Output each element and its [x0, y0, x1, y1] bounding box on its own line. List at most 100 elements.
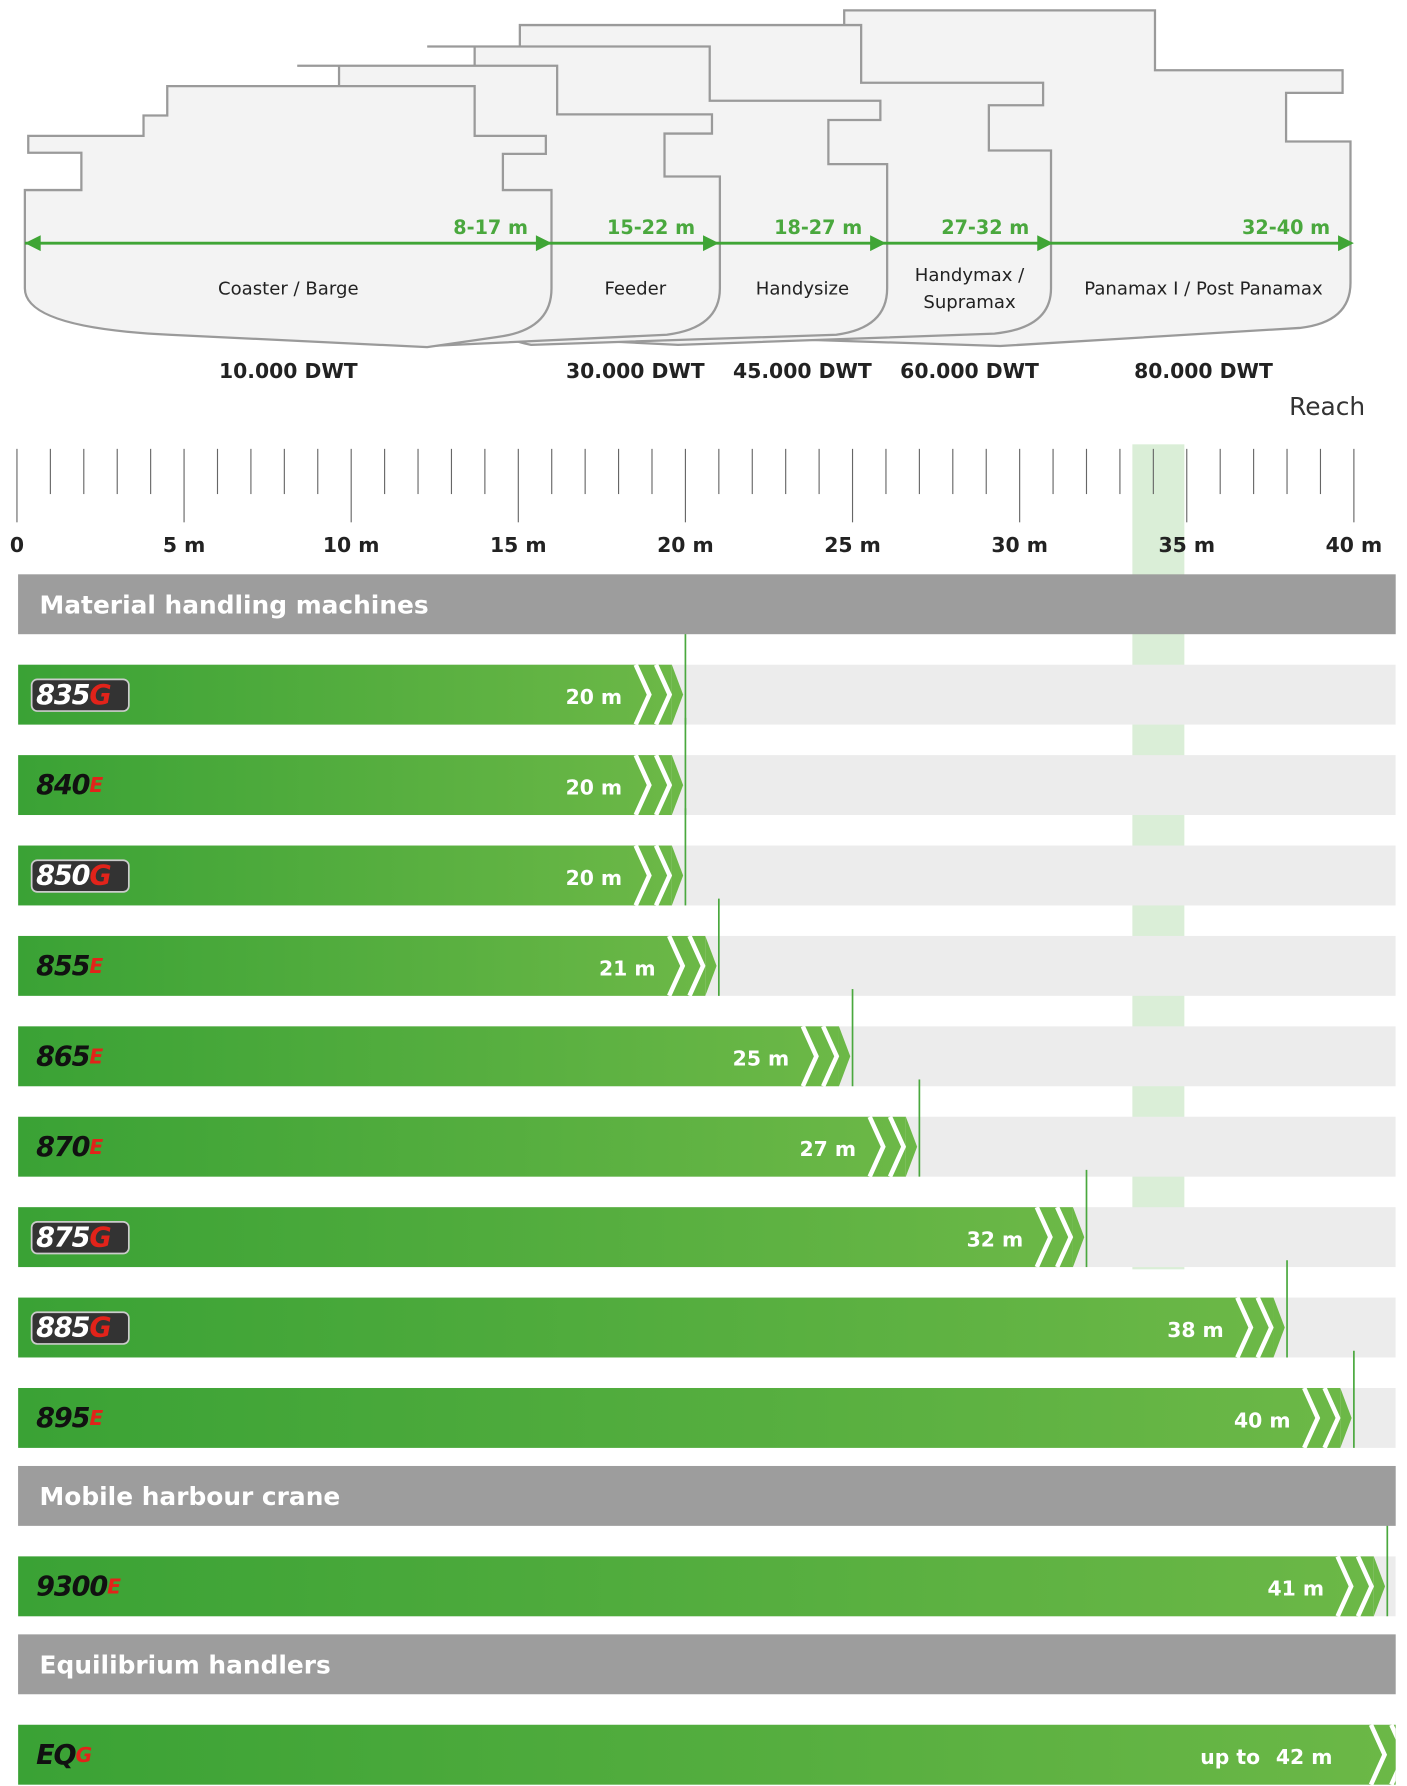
model-suffix: G	[75, 1743, 91, 1767]
bar	[18, 1207, 1073, 1268]
x-tick-label: 40 m	[1326, 533, 1383, 557]
machine-model: 9300E	[36, 1571, 121, 1602]
value-label: 20 m	[566, 685, 623, 709]
bar-tip	[671, 755, 684, 816]
chevron	[1302, 1387, 1321, 1449]
x-tick-label: 10 m	[323, 533, 380, 557]
ship-dwt: 80.000 DWT	[1134, 359, 1273, 383]
bar-tip	[1072, 1207, 1085, 1268]
bar	[18, 935, 706, 996]
model-number: 850	[36, 860, 89, 891]
bar-tip	[1373, 1556, 1386, 1617]
arrow-head	[24, 235, 41, 252]
arrow-head	[1037, 235, 1054, 252]
model-suffix: E	[89, 1044, 103, 1068]
bar	[18, 1026, 839, 1087]
x-tick-label: 25 m	[824, 533, 881, 557]
value-label: 38 m	[1167, 1318, 1224, 1342]
chevron	[1335, 1555, 1354, 1618]
chevron	[633, 754, 652, 816]
machine-model: 865E	[36, 1041, 103, 1072]
machine-model: 850G	[36, 860, 111, 891]
reach-range-label: 15-22 m	[607, 216, 695, 239]
model-number: 840	[36, 770, 89, 801]
bar-tip	[838, 1026, 851, 1087]
bar	[18, 1556, 1374, 1617]
bar	[18, 755, 672, 816]
x-tick-label: 5 m	[163, 533, 205, 557]
model-suffix: G	[89, 860, 111, 891]
bar-tip	[1273, 1297, 1285, 1358]
arrow-head	[535, 235, 552, 252]
arrow-head	[1338, 235, 1354, 252]
value-label: 40 m	[1234, 1408, 1291, 1432]
group-title: Material handling machines	[40, 591, 429, 620]
model-suffix: G	[89, 1222, 111, 1253]
machine-model: 885G	[36, 1312, 111, 1343]
ship-outline	[23, 84, 553, 349]
model-number: 885	[36, 1312, 89, 1343]
chevron	[1355, 1555, 1374, 1618]
logo-badge	[30, 859, 130, 893]
ship-dwt: 60.000 DWT	[900, 359, 1039, 383]
ship-name: Handymax /	[915, 265, 1025, 286]
model-number: 875	[36, 1222, 89, 1253]
group-title: Mobile harbour crane	[40, 1482, 341, 1511]
value-label: 41 m	[1267, 1577, 1324, 1601]
machine-model: 895E	[36, 1403, 103, 1434]
bar	[18, 1116, 906, 1177]
chevron	[867, 1115, 886, 1178]
reach-range-label: 8-17 m	[453, 216, 528, 239]
chevron	[1055, 1206, 1074, 1269]
model-number: 895	[36, 1403, 89, 1434]
value-label: 20 m	[566, 775, 623, 799]
model-number: 9300	[36, 1571, 107, 1602]
bar	[18, 1297, 1274, 1358]
chevron	[633, 844, 652, 907]
bar-tip	[705, 935, 717, 996]
bars	[18, 627, 1396, 1786]
machine-model: EQG	[36, 1739, 91, 1770]
machine-model: 875G	[36, 1222, 111, 1253]
arrow-head	[703, 235, 719, 252]
chevron	[653, 663, 673, 726]
model-suffix: G	[89, 1312, 111, 1343]
model-suffix: E	[89, 954, 103, 978]
machine-model: 855E	[36, 951, 103, 982]
x-tick-label: 30 m	[991, 533, 1048, 557]
bar-tip	[671, 845, 684, 906]
chevron	[653, 844, 673, 907]
group-header	[18, 1465, 1396, 1526]
reach-range-label: 27-32 m	[941, 216, 1029, 239]
machine-model: 840E	[36, 770, 103, 801]
model-suffix: E	[89, 1135, 103, 1159]
chevron	[653, 754, 673, 816]
bar-tip	[905, 1116, 918, 1177]
value-label: 32 m	[967, 1228, 1024, 1252]
model-number: 870	[36, 1131, 89, 1162]
chevron	[1034, 1206, 1053, 1269]
chevron	[1322, 1387, 1341, 1449]
ship-dwt: 30.000 DWT	[566, 359, 705, 383]
model-suffix: G	[89, 679, 111, 710]
axis-label: Reach	[1289, 392, 1365, 421]
chevron	[821, 1025, 840, 1088]
model-number: 835	[36, 679, 89, 710]
ships	[23, 9, 1352, 349]
model-suffix: E	[89, 773, 103, 797]
ship-dwt: 10.000 DWT	[219, 359, 358, 383]
model-number: EQ	[36, 1739, 76, 1770]
reach-range-label: 32-40 m	[1242, 216, 1330, 239]
group-title: Equilibrium handlers	[40, 1651, 331, 1680]
ship-dwt: 45.000 DWT	[733, 359, 872, 383]
x-tick-label: 15 m	[490, 533, 547, 557]
ship-name: Supramax	[923, 292, 1016, 313]
value-label: 25 m	[733, 1047, 790, 1071]
model-suffix: E	[107, 1574, 121, 1598]
ship-name: Feeder	[604, 279, 666, 300]
ship-name: Coaster / Barge	[218, 279, 359, 300]
machine-model: 870E	[36, 1131, 103, 1162]
value-label: 20 m	[566, 866, 623, 890]
group-header	[18, 1634, 1396, 1695]
